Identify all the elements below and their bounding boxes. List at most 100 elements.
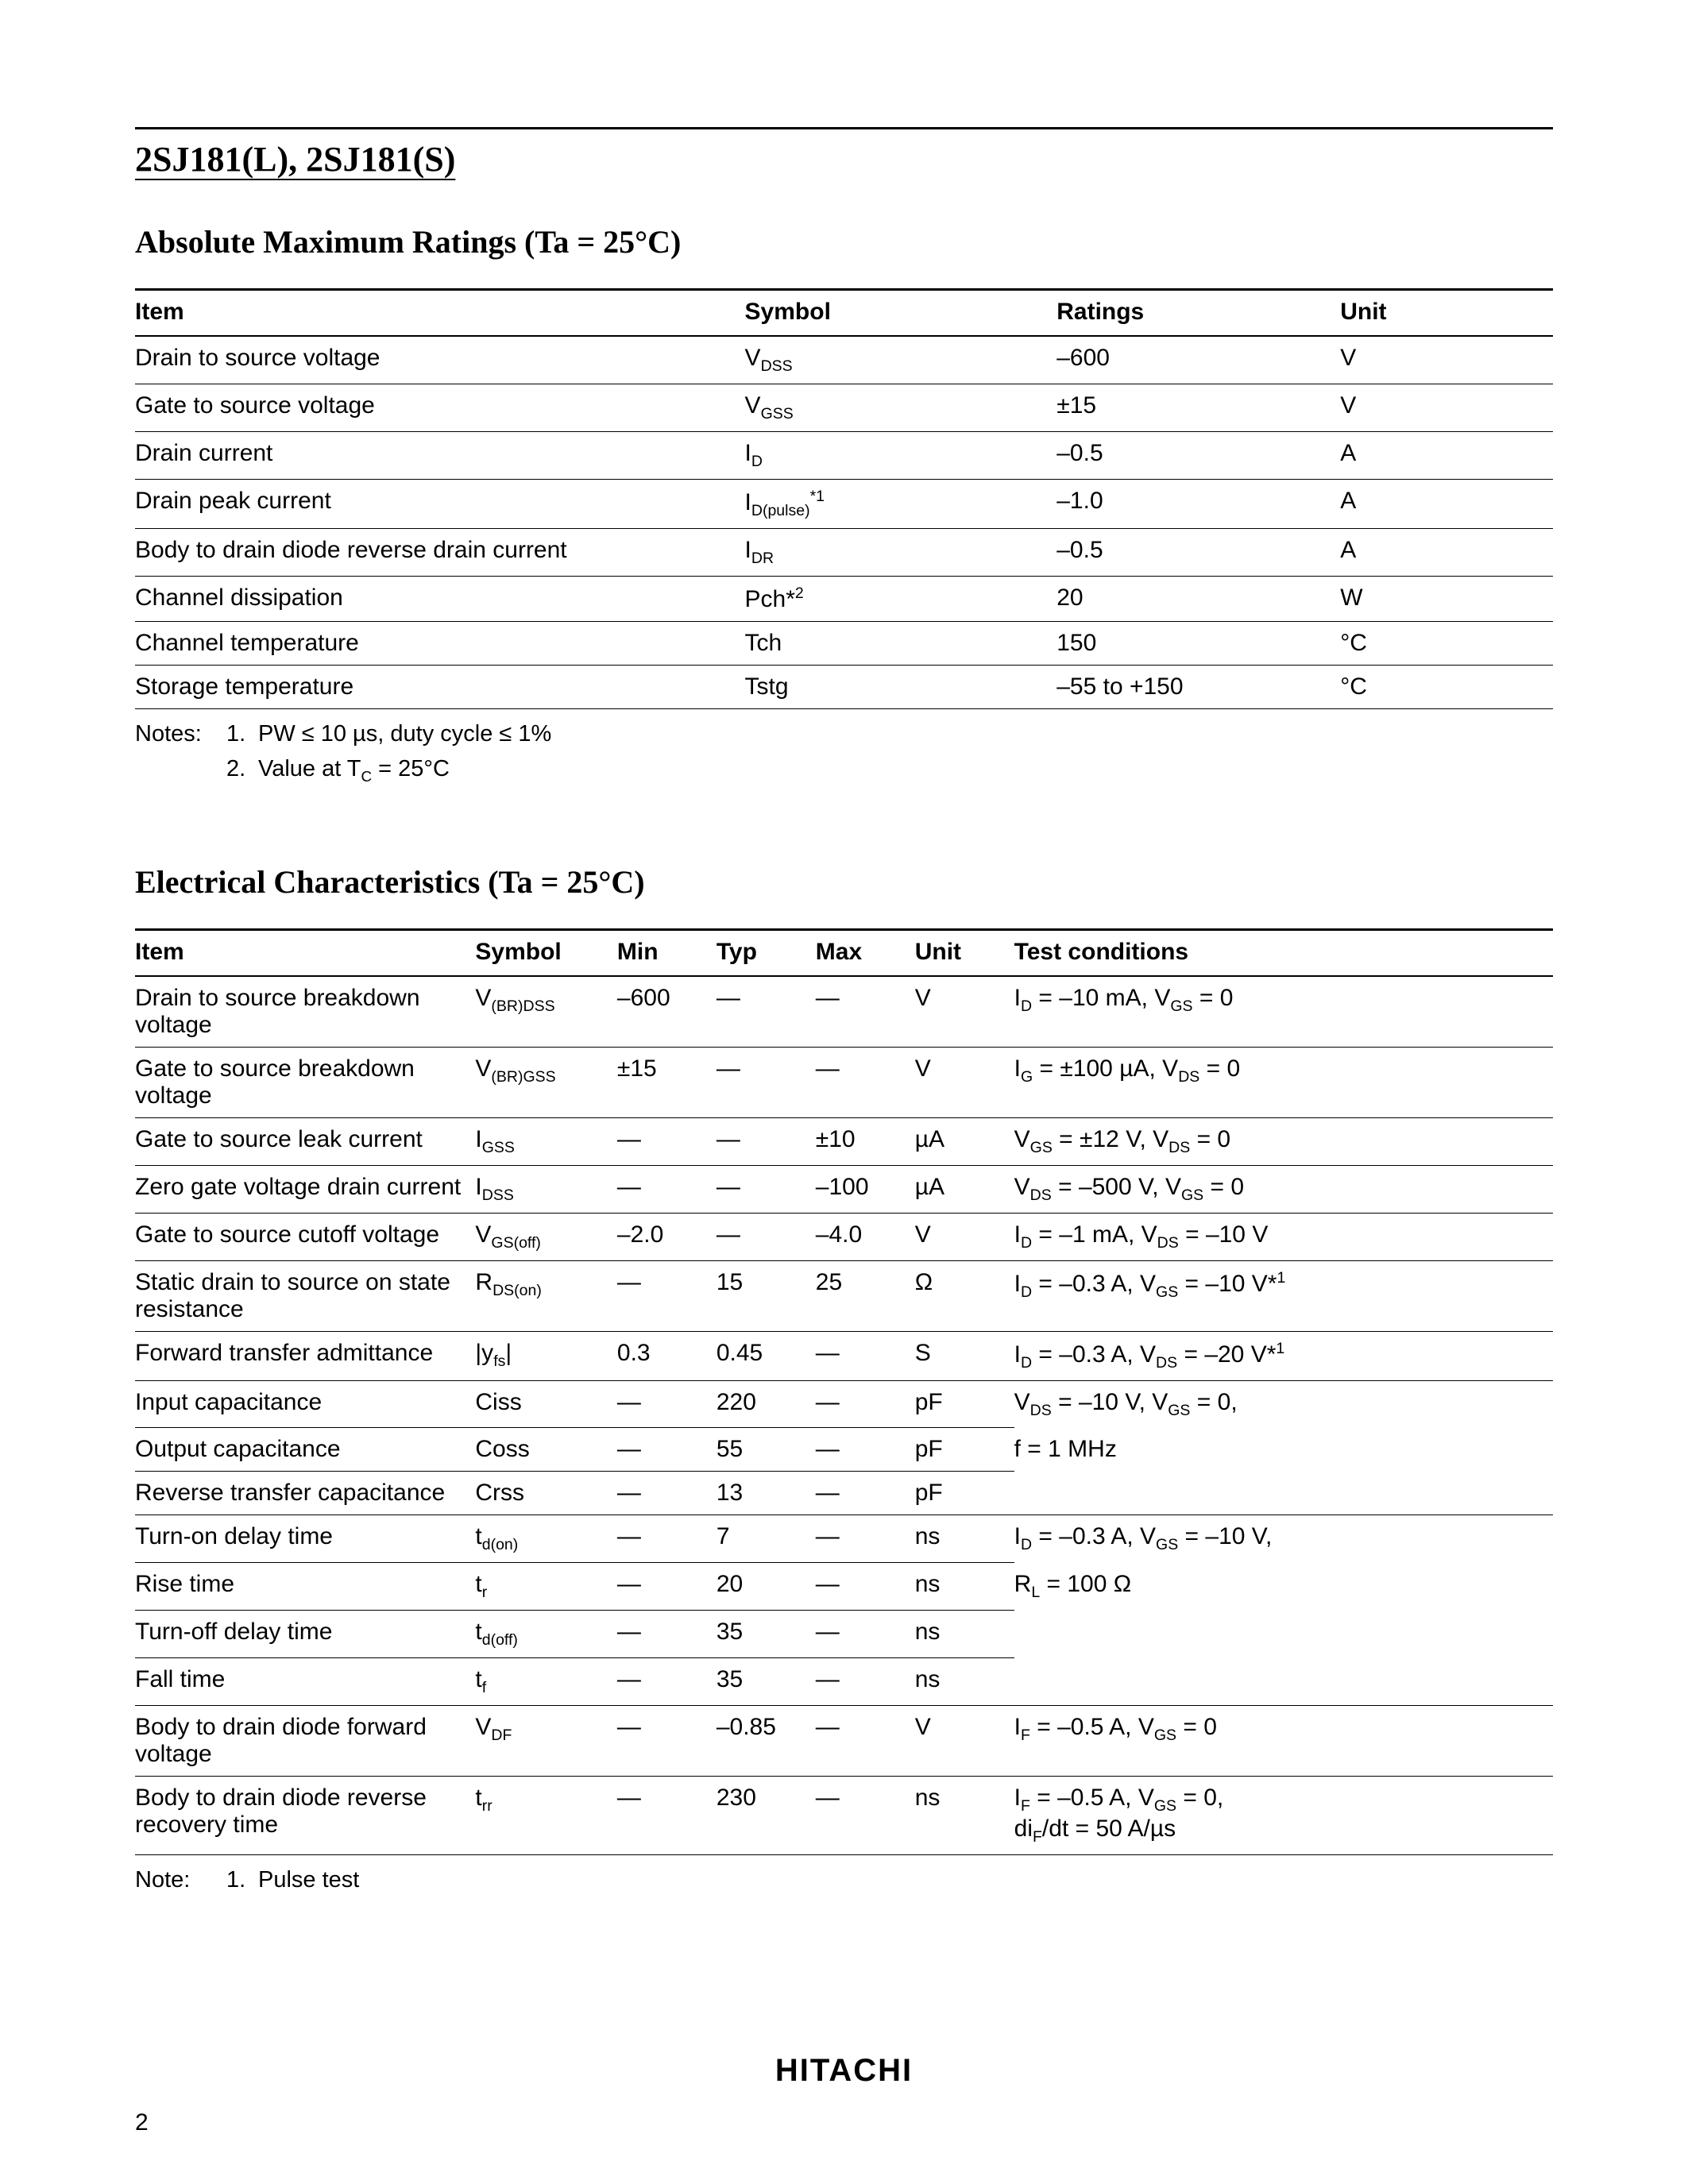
cell-max: —: [816, 1428, 915, 1472]
table-row: Body to drain diode forward voltageVDF—–…: [135, 1706, 1553, 1777]
table-row: Forward transfer admittance|yfs|0.30.45—…: [135, 1331, 1553, 1380]
cell-ratings: –1.0: [1056, 480, 1340, 529]
cell-max: —: [816, 1658, 915, 1706]
cell-conditions: [1014, 1472, 1553, 1515]
cell-item: Storage temperature: [135, 666, 745, 709]
note-text: Pulse test: [258, 1863, 359, 1898]
cell-typ: 20: [717, 1563, 816, 1611]
cell-conditions: ID = –0.3 A, VDS = –20 V*1: [1014, 1331, 1553, 1380]
t2-head-item: Item: [135, 929, 475, 976]
cell-item: Forward transfer admittance: [135, 1331, 475, 1380]
cell-item: Gate to source voltage: [135, 384, 745, 432]
section1-notes: Notes:1.PW ≤ 10 µs, duty cycle ≤ 1%2.Val…: [135, 717, 1553, 788]
cell-item: Drain peak current: [135, 480, 745, 529]
notes-label: [135, 752, 226, 788]
cell-symbol: |yfs|: [475, 1331, 617, 1380]
cell-ratings: –600: [1056, 336, 1340, 384]
cell-typ: —: [717, 1047, 816, 1117]
cell-conditions: [1014, 1658, 1553, 1706]
cell-ratings: –0.5: [1056, 529, 1340, 577]
t1-head-unit: Unit: [1340, 290, 1553, 337]
table-row: Turn-off delay timetd(off)—35—ns: [135, 1611, 1553, 1658]
cell-typ: 55: [717, 1428, 816, 1472]
cell-min: —: [617, 1380, 717, 1428]
cell-item: Gate to source leak current: [135, 1117, 475, 1165]
cell-unit: °C: [1340, 622, 1553, 666]
cell-symbol: IGSS: [475, 1117, 617, 1165]
cell-typ: 230: [717, 1777, 816, 1855]
cell-item: Output capacitance: [135, 1428, 475, 1472]
table-row: Drain to source voltageVDSS–600V: [135, 336, 1553, 384]
cell-unit: °C: [1340, 666, 1553, 709]
cell-symbol: Tch: [745, 622, 1057, 666]
cell-item: Static drain to source on state resistan…: [135, 1260, 475, 1331]
table-row: Storage temperatureTstg–55 to +150°C: [135, 666, 1553, 709]
cell-unit: W: [1340, 577, 1553, 622]
cell-symbol: Crss: [475, 1472, 617, 1515]
cell-item: Fall time: [135, 1658, 475, 1706]
cell-min: —: [617, 1658, 717, 1706]
cell-item: Gate to source cutoff voltage: [135, 1213, 475, 1260]
cell-max: —: [816, 1380, 915, 1428]
section2-title-bold: Electrical Characteristics: [135, 864, 480, 900]
cell-unit: A: [1340, 529, 1553, 577]
cell-item: Drain to source breakdown voltage: [135, 976, 475, 1048]
cell-min: —: [617, 1563, 717, 1611]
section2-notes: Note:1.Pulse test: [135, 1863, 1553, 1898]
part-title: 2SJ181(L), 2SJ181(S): [135, 139, 1553, 179]
cell-symbol: td(off): [475, 1611, 617, 1658]
cell-item: Turn-on delay time: [135, 1515, 475, 1563]
cell-symbol: Tstg: [745, 666, 1057, 709]
cell-symbol: ID: [745, 432, 1057, 480]
cell-unit: ns: [915, 1658, 1014, 1706]
cell-item: Body to drain diode reverse drain curren…: [135, 529, 745, 577]
cell-max: –4.0: [816, 1213, 915, 1260]
t2-head-symbol: Symbol: [475, 929, 617, 976]
cell-min: —: [617, 1706, 717, 1777]
cell-unit: ns: [915, 1515, 1014, 1563]
cell-typ: —: [717, 1117, 816, 1165]
cell-symbol: RDS(on): [475, 1260, 617, 1331]
cell-conditions: ID = –10 mA, VGS = 0: [1014, 976, 1553, 1048]
table-row: Fall timetf—35—ns: [135, 1658, 1553, 1706]
section2-title-rest: (Ta = 25°C): [480, 864, 644, 900]
cell-typ: 13: [717, 1472, 816, 1515]
table-row: Gate to source leak currentIGSS——±10µAVG…: [135, 1117, 1553, 1165]
cell-item: Gate to source breakdown voltage: [135, 1047, 475, 1117]
cell-item: Channel dissipation: [135, 577, 745, 622]
cell-max: —: [816, 1611, 915, 1658]
cell-unit: V: [915, 976, 1014, 1048]
cell-conditions: ID = –0.3 A, VGS = –10 V,: [1014, 1515, 1553, 1563]
cell-conditions: VDS = –500 V, VGS = 0: [1014, 1165, 1553, 1213]
cell-max: —: [816, 1472, 915, 1515]
cell-max: —: [816, 1331, 915, 1380]
cell-min: —: [617, 1777, 717, 1855]
cell-unit: µA: [915, 1165, 1014, 1213]
cell-item: Zero gate voltage drain current: [135, 1165, 475, 1213]
note-number: 2.: [226, 752, 258, 788]
brand-logo: HITACHI: [0, 2053, 1688, 2089]
cell-typ: 35: [717, 1658, 816, 1706]
note-row: Note:1.Pulse test: [135, 1863, 1553, 1898]
t1-head-symbol: Symbol: [745, 290, 1057, 337]
cell-max: ±10: [816, 1117, 915, 1165]
electrical-characteristics-table: Item Symbol Min Typ Max Unit Test condit…: [135, 928, 1553, 1856]
cell-conditions: [1014, 1611, 1553, 1658]
table-row: Drain to source breakdown voltageV(BR)DS…: [135, 976, 1553, 1048]
cell-conditions: RL = 100 Ω: [1014, 1563, 1553, 1611]
section1-title: Absolute Maximum Ratings (Ta = 25°C): [135, 223, 1553, 260]
table-row: Reverse transfer capacitanceCrss—13—pF: [135, 1472, 1553, 1515]
t2-head-min: Min: [617, 929, 717, 976]
cell-max: —: [816, 976, 915, 1048]
cell-conditions: IG = ±100 µA, VDS = 0: [1014, 1047, 1553, 1117]
cell-item: Drain to source voltage: [135, 336, 745, 384]
cell-min: ±15: [617, 1047, 717, 1117]
cell-min: —: [617, 1260, 717, 1331]
cell-unit: pF: [915, 1428, 1014, 1472]
datasheet-page: 2SJ181(L), 2SJ181(S) Absolute Maximum Ra…: [0, 0, 1688, 2184]
cell-ratings: 150: [1056, 622, 1340, 666]
cell-ratings: –0.5: [1056, 432, 1340, 480]
cell-symbol: VGS(off): [475, 1213, 617, 1260]
cell-unit: V: [915, 1047, 1014, 1117]
table-row: Drain currentID–0.5A: [135, 432, 1553, 480]
